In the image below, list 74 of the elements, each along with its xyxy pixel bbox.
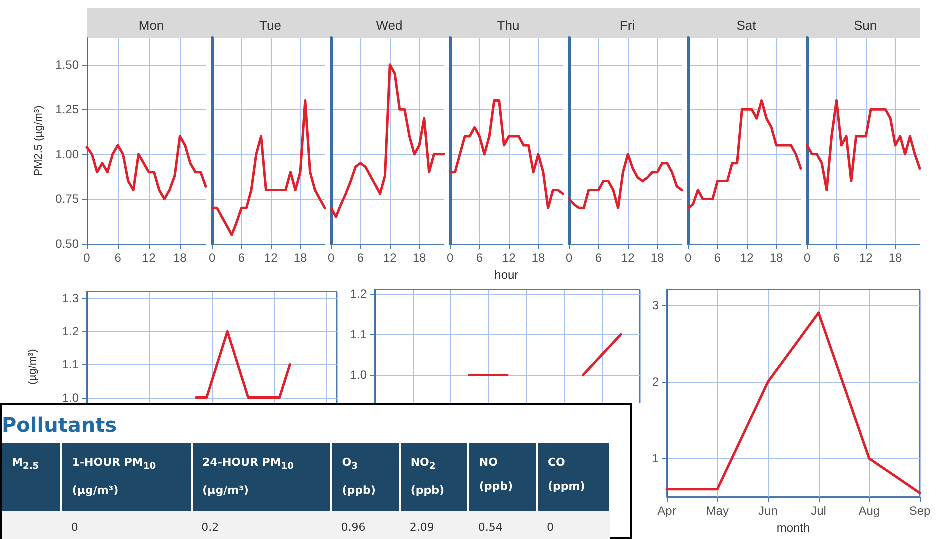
chart-title: Fri — [620, 18, 636, 33]
x-tick-label: 0 — [684, 251, 692, 265]
x-tick-label: 12 — [502, 251, 516, 265]
category-label: NO (ppb) — [468, 443, 537, 512]
text: Pollutants — [2, 412, 118, 439]
category-label: O$_{3}$ (ppb) — [342, 456, 376, 498]
x-tick-label: 0 — [84, 251, 91, 265]
y-axis-title: (µg/m³) — [27, 349, 39, 385]
x-tick-label: 0 — [446, 251, 454, 265]
y-tick-label: 1.1 — [350, 328, 368, 342]
y-tick-label: 0.50 — [56, 237, 80, 251]
y-tick-label: 1.50 — [56, 58, 80, 72]
x-tick-label: Apr — [658, 504, 676, 518]
y-tick-label: 1.0 — [350, 368, 368, 382]
x-tick-label: 18 — [412, 251, 426, 265]
y-tick-label: 1 — [652, 452, 660, 466]
x-tick-label: May — [706, 504, 729, 518]
x-tick-label: Sep — [909, 504, 931, 518]
x-tick-label: 18 — [532, 251, 546, 265]
category-label: M$_{2.5}$ — [2, 443, 62, 512]
category-label: CO (ppm) — [536, 443, 610, 512]
x-tick-label: 0 — [804, 251, 811, 265]
data-label: 2.09 — [400, 511, 468, 539]
category-label: NO$_{2}$ (ppb) — [410, 456, 445, 498]
x-tick-label: 18 — [770, 251, 784, 265]
x-tick-label: 0 — [328, 251, 335, 265]
chart-title: Sat — [736, 18, 757, 33]
y-tick-label: 1.2 — [62, 324, 80, 339]
chart-title: Tue — [260, 18, 282, 33]
y-tick-label: 1.25 — [56, 102, 80, 117]
data-label: 0.2 — [192, 511, 332, 539]
x-tick-label: 18 — [888, 251, 902, 265]
x-tick-label: 6 — [595, 251, 602, 265]
x-tick-label: 18 — [294, 251, 308, 265]
y-tick-label: 3 — [652, 298, 660, 312]
y-tick-label: 0.75 — [56, 192, 80, 206]
x-tick-label: 6 — [114, 251, 122, 265]
x-tick-label: 12 — [142, 251, 156, 265]
x-tick-label: 6 — [714, 251, 722, 265]
x-tick-label: Jun — [758, 504, 778, 518]
y-tick-label: 1.2 — [350, 287, 368, 302]
x-tick-label: 12 — [383, 251, 398, 265]
y-tick-label: 1.3 — [62, 292, 80, 306]
data-label: 0.54 — [468, 511, 537, 539]
line-series — [666, 312, 922, 494]
chart-title: Thu — [497, 18, 520, 33]
y-tick-label: 1.00 — [56, 147, 80, 162]
x-tick-label: Jul — [811, 504, 826, 518]
x-tick-label: Aug — [858, 504, 880, 518]
chart-title: Mon — [138, 18, 164, 33]
chart-title: Sun — [854, 18, 878, 33]
data-label: 0.96 — [331, 511, 400, 539]
x-tick-label: 0 — [208, 251, 216, 265]
x-tick-label: 12 — [740, 251, 754, 265]
x-axis-title: month — [776, 520, 810, 535]
x-tick-label: 0 — [566, 251, 573, 265]
x-tick-label: 18 — [650, 251, 664, 265]
category-label: 24-HOUR PM$_{10}$ (µg/m³) — [202, 456, 294, 498]
x-tick-label: 6 — [476, 251, 484, 265]
y-tick-label: 2 — [652, 375, 660, 389]
x-tick-label: 12 — [621, 251, 636, 265]
x-tick-label: 6 — [833, 251, 840, 265]
x-tick-label: 12 — [264, 251, 278, 265]
chart-title: Wed — [376, 18, 403, 33]
line-series — [86, 135, 208, 200]
x-axis-title: hour — [494, 268, 519, 282]
x-tick-label: 18 — [173, 251, 188, 265]
x-tick-label: 6 — [357, 251, 364, 265]
y-tick-label: 1.0 — [62, 390, 80, 405]
y-tick-label: 1.1 — [62, 358, 80, 372]
category-label: 1-HOUR PM$_{10}$ (µg/m³) — [72, 456, 156, 498]
y-axis-title: PM2.5 (µg/m³) — [33, 106, 46, 176]
x-tick-label: 6 — [238, 251, 246, 265]
x-tick-label: 12 — [859, 251, 874, 265]
